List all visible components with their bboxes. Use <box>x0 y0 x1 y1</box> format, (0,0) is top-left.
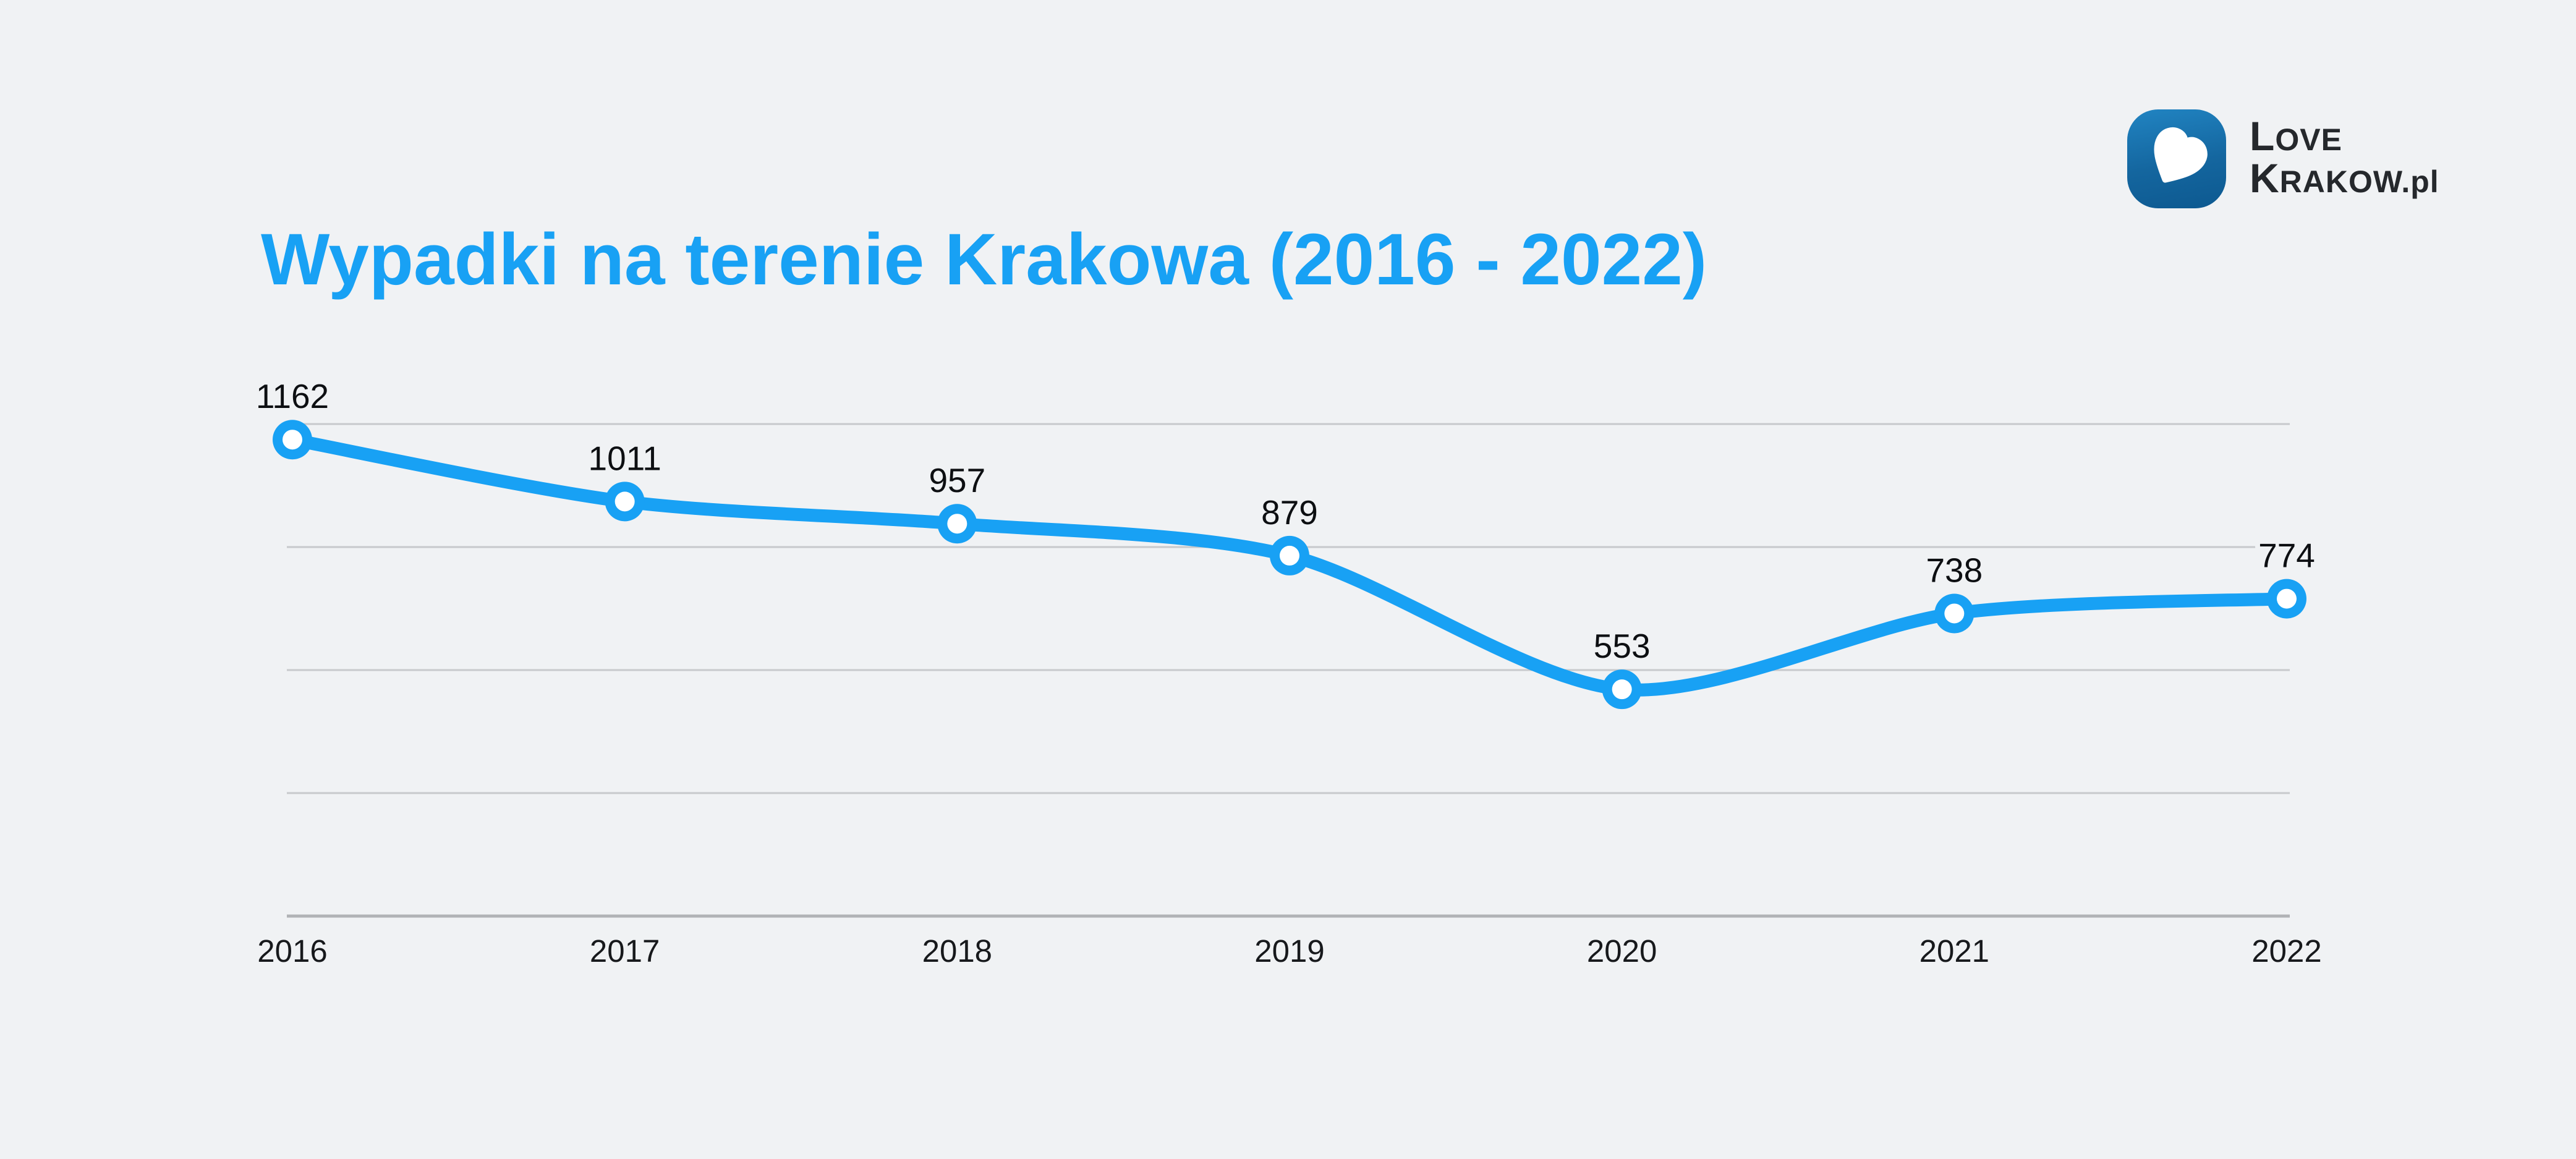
data-point-marker-center <box>2277 588 2297 609</box>
data-point-label: 738 <box>1926 551 1983 589</box>
data-point-label: 1162 <box>256 377 329 415</box>
logo-line-love: LOVE <box>2250 113 2342 159</box>
data-point-marker-center <box>947 514 967 534</box>
data-point-label: 957 <box>929 461 985 499</box>
data-point-label: 774 <box>2258 537 2315 575</box>
data-point-label: 879 <box>1261 493 1318 532</box>
x-axis-tick-label: 2022 <box>2251 933 2321 969</box>
x-axis-tick-label: 2020 <box>1587 933 1657 969</box>
page-title: Wypadki na terenie Krakowa (2016 - 2022) <box>261 219 1707 300</box>
data-point-marker-center <box>1280 545 1299 566</box>
data-point-marker-center <box>614 491 635 512</box>
logo-wordmark: LOVE KRAKOW.pl <box>2250 113 2439 201</box>
logo-line-krakow: KRAKOW.pl <box>2250 155 2439 201</box>
data-point-label: 1011 <box>589 439 661 477</box>
x-axis-tick-label: 2018 <box>922 933 992 969</box>
data-point-marker-center <box>1944 603 1965 624</box>
x-axis-tick-label: 2021 <box>1919 933 1989 969</box>
heart-icon <box>2127 109 2226 208</box>
data-point-marker-center <box>283 430 302 450</box>
data-point-label: 553 <box>1594 627 1651 665</box>
lovekrakow-logo: LOVE KRAKOW.pl <box>2127 109 2439 208</box>
x-axis-tick-label: 2017 <box>590 933 660 969</box>
data-point-marker-center <box>1612 679 1632 700</box>
x-axis-tick-label: 2016 <box>257 933 327 969</box>
x-axis-tick-label: 2019 <box>1254 933 1324 969</box>
